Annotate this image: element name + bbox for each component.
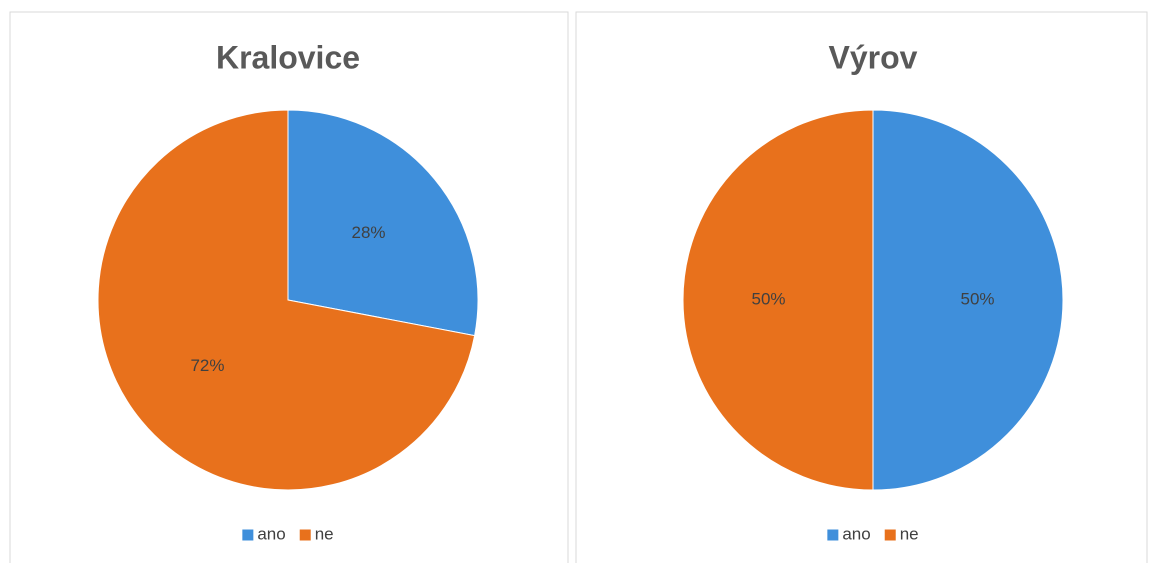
legend-label: ne — [900, 524, 919, 543]
legend-swatch — [242, 529, 254, 541]
data-label: 72% — [190, 356, 224, 375]
legend-label: ano — [842, 524, 870, 543]
chart-title: Kralovice — [216, 39, 360, 75]
chart-title: Výrov — [829, 39, 918, 75]
legend-swatch — [827, 529, 839, 541]
data-label: 50% — [751, 289, 785, 308]
legend-label: ano — [257, 524, 285, 543]
data-label: 50% — [960, 289, 994, 308]
pie-slice — [682, 109, 874, 491]
legend-swatch — [299, 529, 311, 541]
pie-slice — [872, 109, 1064, 491]
data-label: 28% — [352, 223, 386, 242]
legend-label: ne — [315, 524, 334, 543]
pie-slice — [97, 109, 476, 491]
legend-swatch — [884, 529, 896, 541]
pie-slice — [287, 109, 479, 337]
